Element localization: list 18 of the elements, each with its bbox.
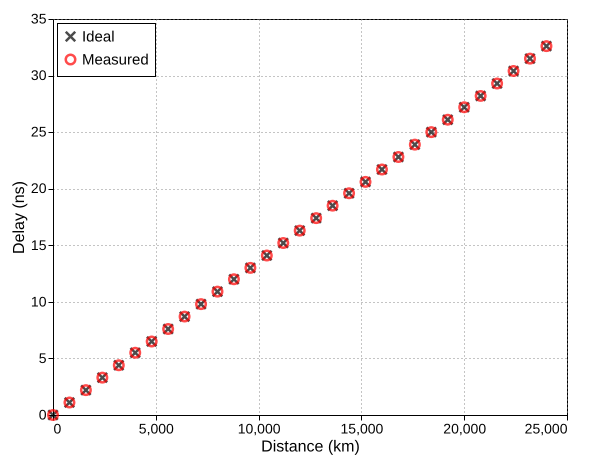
y-tick-label: 10 xyxy=(30,293,47,310)
x-axis-title: Distance (km) xyxy=(261,438,360,456)
x-tick-label: 15,000 xyxy=(340,420,384,436)
x-tick-label: 20,000 xyxy=(443,420,486,436)
legend-label: Measured xyxy=(82,52,149,68)
y-tick-label: 25 xyxy=(30,124,47,140)
y-tick-label: 5 xyxy=(38,350,47,366)
y-tick-label: 20 xyxy=(30,180,47,196)
y-tick-label: 35 xyxy=(30,10,47,26)
x-tick-label: 25,000 xyxy=(524,420,568,436)
legend-label: Ideal xyxy=(82,28,115,46)
y-axis-title: Delay (ns) xyxy=(10,181,28,254)
x-tick-label: 5,000 xyxy=(138,420,174,436)
y-tick-label: 15 xyxy=(30,236,47,253)
x-tick-label: 0 xyxy=(54,420,62,436)
x-tick-label: 10,000 xyxy=(238,420,281,436)
y-tick-label: 0 xyxy=(38,406,47,422)
y-tick-label: 30 xyxy=(30,67,47,84)
